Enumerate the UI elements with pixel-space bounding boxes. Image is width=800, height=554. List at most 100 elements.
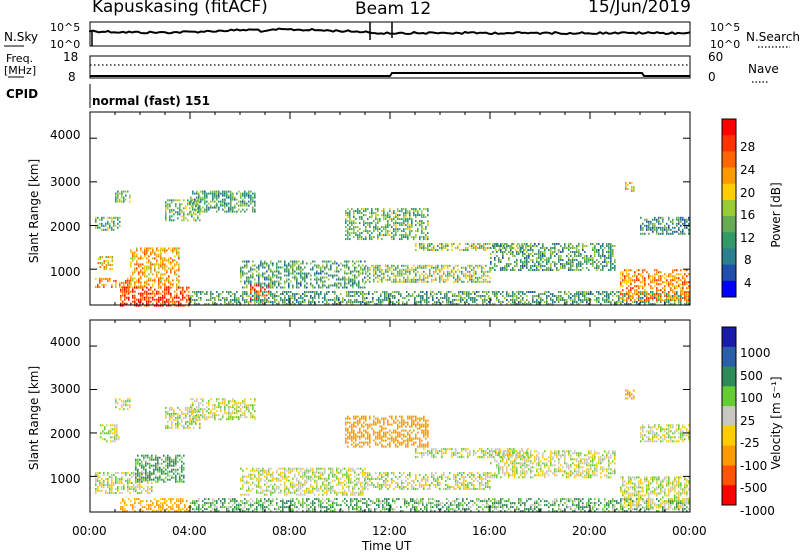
power-cbar-tick-4: 4: [744, 276, 752, 290]
vel-ytick-3000: 3000: [50, 382, 81, 396]
freq-label: Freq.: [6, 52, 34, 65]
vel-ytick-4000: 4000: [50, 335, 81, 349]
cpid-label: CPID: [6, 87, 39, 101]
vel-cbar-label: Velocity [m s⁻¹]: [769, 376, 783, 470]
vel-echo-region: [190, 498, 690, 513]
nave-label: Nave: [748, 62, 779, 76]
vel-echo-region: [135, 454, 185, 483]
power-echo-region: [95, 216, 121, 231]
vel-echo-region: [620, 476, 690, 509]
nave-tick-top: 60: [708, 50, 724, 64]
freq-line: [90, 72, 690, 77]
xtick-20: 20:00: [572, 524, 607, 538]
nave-tick-bottom: 0: [708, 70, 716, 84]
vel-cbar-tick-neg25: -25: [740, 436, 760, 450]
vel-ylabel: Slant Range [km]: [27, 365, 41, 471]
power-cbar-label: Power [dB]: [769, 182, 783, 248]
power-echo-region: [640, 216, 690, 235]
vel-echo-region: [100, 424, 120, 443]
beam-label: Beam 12: [355, 0, 432, 19]
vel-cbar-tick-100: 100: [740, 391, 763, 405]
power-cbar-tick-12: 12: [740, 231, 756, 245]
power-ytick-3000: 3000: [50, 175, 81, 189]
power-colorbar-swatch: [722, 248, 736, 266]
power-colorbar-swatch: [722, 183, 736, 201]
power-cbar-tick-28: 28: [740, 140, 756, 154]
vel-echo-region: [190, 398, 256, 421]
xtick-4: 04:00: [172, 524, 207, 538]
power-echo-region: [130, 247, 180, 288]
power-colorbar-swatch: [722, 216, 736, 233]
vel-echo-region: [625, 389, 635, 400]
vel-colorbar-swatch: [722, 327, 736, 348]
noise-tick-right-top: 10^5: [710, 21, 741, 34]
power-colorbar-frame: [721, 118, 737, 298]
date-label: 15/Jun/2019: [588, 0, 691, 17]
noise-tick-left-top: 10^5: [50, 21, 81, 34]
vel-echo-region: [365, 472, 491, 490]
power-echo-region: [620, 269, 690, 302]
power-colorbar-swatch: [722, 199, 736, 217]
nsearch-label: N.Search: [746, 30, 800, 44]
noise-tick-left-bottom: 10^0: [50, 38, 81, 51]
xlabel: Time UT: [362, 539, 412, 553]
power-ylabel: Slant Range [km]: [27, 158, 41, 264]
power-cbar-tick-20: 20: [740, 186, 756, 200]
vel-colorbar-swatch: [722, 485, 736, 506]
radar-title: Kapuskasing (fitACF): [92, 0, 268, 17]
vel-colorbar-swatch: [722, 366, 736, 387]
power-echo-region: [490, 243, 616, 271]
vel-echo-region: [115, 398, 131, 411]
xtick-0: 00:00: [72, 524, 107, 538]
power-echo-region: [97, 256, 114, 271]
vel-echo-region: [120, 498, 190, 513]
power-heatmap-cells: [95, 181, 690, 307]
power-echo-region: [345, 208, 429, 241]
nsky-label: N.Sky: [4, 30, 39, 44]
freq-panel-frame: [89, 55, 691, 79]
power-echo-region: [625, 181, 635, 192]
power-echo-region: [415, 243, 529, 251]
cpid-value: normal (fast) 151: [92, 94, 210, 108]
vel-echo-region: [345, 415, 429, 448]
power-echo-region: [190, 190, 256, 213]
power-ytick-4000: 4000: [50, 128, 81, 142]
vel-echo-region: [490, 450, 616, 479]
vel-colorbar-swatch: [722, 445, 736, 466]
vel-colorbar-swatch: [722, 386, 736, 407]
vel-echo-region: [240, 467, 366, 496]
freq-tick-top: 18: [63, 50, 79, 64]
power-colorbar-swatch: [722, 232, 736, 249]
power-colorbar-swatch: [722, 167, 736, 185]
vel-cbar-tick-neg500: -500: [740, 481, 768, 495]
vel-cbar-tick-25: 25: [740, 414, 756, 428]
vel-colorbar-frame: [721, 326, 737, 506]
power-colorbar-swatch: [722, 135, 736, 152]
vel-cbar-tick-1000: 1000: [740, 346, 771, 360]
power-cbar-tick-8: 8: [744, 253, 752, 267]
power-ytick-2000: 2000: [50, 220, 81, 234]
vel-echo-region: [415, 448, 529, 459]
power-cbar-tick-24: 24: [740, 163, 756, 177]
xtick-12: 12:00: [372, 524, 407, 538]
power-colorbar-swatch: [722, 280, 736, 298]
vel-colorbar-swatch: [722, 346, 736, 368]
vel-colorbar-swatch: [722, 425, 736, 447]
power-echo-region: [95, 277, 131, 288]
vel-echo-region: [165, 406, 201, 429]
xtick-16: 16:00: [472, 524, 507, 538]
noise-sky-line: [89, 27, 691, 36]
power-cbar-tick-16: 16: [740, 208, 756, 222]
noise-tick-right-bottom: 10^0: [710, 38, 741, 51]
vel-colorbar-swatch: [722, 406, 736, 427]
power-echo-region: [365, 264, 491, 283]
vel-colorbar-swatch: [722, 465, 736, 486]
vel-heatmap-cells: [95, 389, 690, 513]
power-colorbar-swatch: [722, 151, 736, 169]
power-colorbar-swatch: [722, 264, 736, 282]
vel-echo-region: [640, 424, 690, 443]
vel-ytick-1000: 1000: [50, 472, 81, 486]
power-ytick-1000: 1000: [50, 265, 81, 279]
xtick-8: 08:00: [272, 524, 307, 538]
